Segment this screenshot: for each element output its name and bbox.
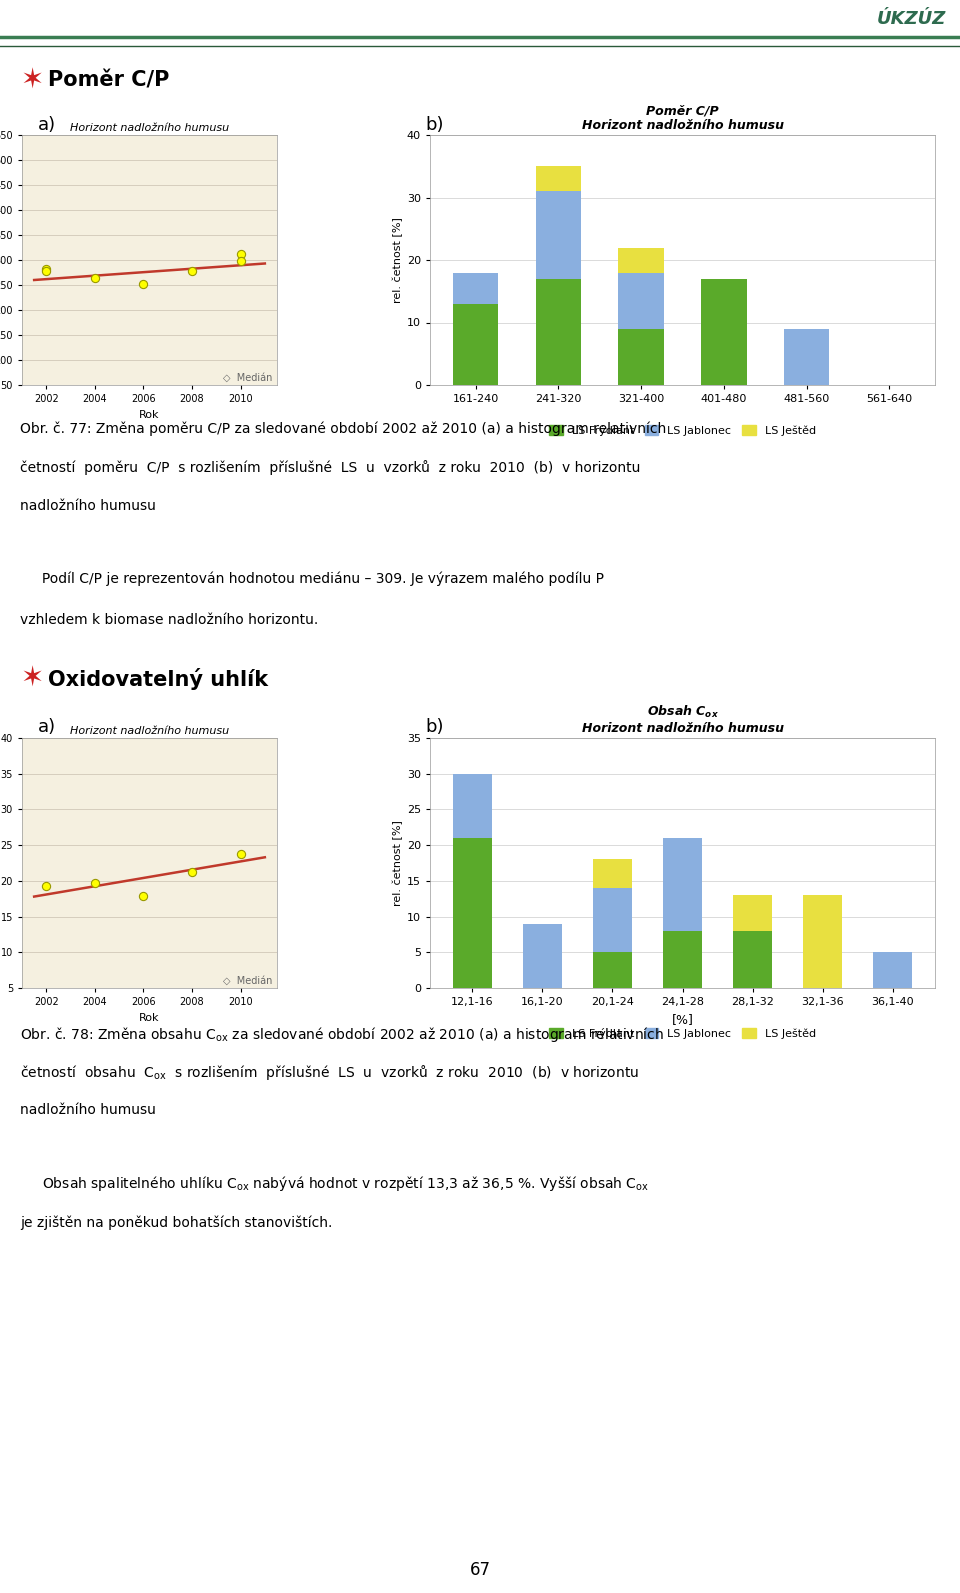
Bar — [618, 328, 664, 386]
Text: Poměr C/P: Poměr C/P — [47, 72, 169, 91]
Bar — [536, 191, 581, 279]
Text: Oxidovatelný uhlík: Oxidovatelný uhlík — [47, 667, 268, 690]
Point — [233, 249, 249, 274]
Bar — [733, 930, 772, 988]
Bar — [593, 860, 632, 887]
Y-axis label: rel. četnost [%]: rel. četnost [%] — [393, 820, 402, 906]
Title: Horizont nadložního humusu: Horizont nadložního humusu — [70, 123, 229, 132]
Text: Podíl C/P je reprezentován hodnotou mediánu – 309. Je výrazem malého podílu P: Podíl C/P je reprezentován hodnotou medi… — [20, 572, 604, 586]
Y-axis label: rel. četnost [%]: rel. četnost [%] — [393, 217, 402, 303]
Text: četností  obsahu  C$_\mathregular{ox}$  s rozlišením  příslušné  LS  u  vzorků  : četností obsahu C$_\mathregular{ox}$ s r… — [20, 1064, 639, 1083]
Text: ◇  Medián: ◇ Medián — [223, 975, 272, 986]
Text: b): b) — [425, 116, 444, 134]
Bar — [663, 838, 702, 930]
Legend: LS Frýdlant, LS Jablonec, LS Ještěd: LS Frýdlant, LS Jablonec, LS Ještěd — [545, 421, 820, 440]
Text: ÚKZÚZ: ÚKZÚZ — [876, 10, 946, 27]
Point — [233, 241, 249, 266]
Point — [184, 860, 200, 886]
Bar — [783, 328, 829, 386]
Bar — [701, 279, 747, 386]
Text: vzhledem k biomase nadložního horizontu.: vzhledem k biomase nadložního horizontu. — [20, 613, 319, 628]
X-axis label: Rok: Rok — [139, 1013, 159, 1023]
Text: 67: 67 — [469, 1561, 491, 1579]
Text: a): a) — [38, 116, 56, 134]
Point — [38, 258, 54, 284]
Text: nadložního humusu: nadložního humusu — [20, 500, 156, 513]
Title: Horizont nadložního humusu: Horizont nadložního humusu — [70, 726, 229, 736]
Text: četností  poměru  C/P  s rozlišením  příslušné  LS  u  vzorků  z roku  2010  (b): četností poměru C/P s rozlišením přísluš… — [20, 460, 640, 475]
Legend: LS Frýdlant, LS Jablonec, LS Ještěd: LS Frýdlant, LS Jablonec, LS Ještěd — [545, 1024, 820, 1043]
Title: Obsah C$_\mathregular{ox}$
Horizont nadložního humusu: Obsah C$_\mathregular{ox}$ Horizont nadl… — [582, 704, 783, 736]
Bar — [874, 953, 912, 988]
Bar — [593, 953, 632, 988]
Title: Poměr C/P
Horizont nadložního humusu: Poměr C/P Horizont nadložního humusu — [582, 105, 783, 132]
Point — [233, 841, 249, 867]
Text: a): a) — [38, 718, 56, 736]
Bar — [453, 774, 492, 838]
Bar — [536, 166, 581, 191]
Point — [184, 258, 200, 284]
Text: b): b) — [425, 718, 444, 736]
Bar — [804, 895, 842, 988]
Bar — [618, 272, 664, 328]
Point — [38, 256, 54, 282]
Point — [135, 883, 151, 908]
Text: je zjištěn na poněkud bohatších stanovištích.: je zjištěn na poněkud bohatších stanoviš… — [20, 1215, 332, 1230]
Text: Obr. č. 78: Změna obsahu C$_\mathregular{ox}$ za sledované období 2002 až 2010 (: Obr. č. 78: Změna obsahu C$_\mathregular… — [20, 1024, 664, 1043]
Bar — [618, 247, 664, 272]
Bar — [663, 930, 702, 988]
Text: nadložního humusu: nadložního humusu — [20, 1102, 156, 1117]
Bar — [733, 895, 772, 930]
Bar — [523, 924, 562, 988]
Text: ◇  Medián: ◇ Medián — [223, 373, 272, 382]
Text: ✶: ✶ — [20, 67, 43, 96]
Text: Obr. č. 77: Změna poměru C/P za sledované období 2002 až 2010 (a) a histogram re: Obr. č. 77: Změna poměru C/P za sledovan… — [20, 422, 666, 436]
Bar — [453, 838, 492, 988]
Text: Obsah spalitelného uhlíku C$_\mathregular{ox}$ nabývá hodnot v rozpětí 13,3 až 3: Obsah spalitelného uhlíku C$_\mathregula… — [20, 1174, 649, 1193]
Point — [38, 873, 54, 898]
Bar — [536, 279, 581, 386]
Point — [87, 870, 103, 895]
Text: ✶: ✶ — [20, 664, 43, 693]
X-axis label: Rok: Rok — [139, 409, 159, 419]
Bar — [453, 304, 498, 386]
Point — [135, 271, 151, 296]
Point — [87, 266, 103, 292]
X-axis label: [%]: [%] — [672, 1013, 693, 1026]
Bar — [593, 887, 632, 953]
Bar — [453, 272, 498, 304]
